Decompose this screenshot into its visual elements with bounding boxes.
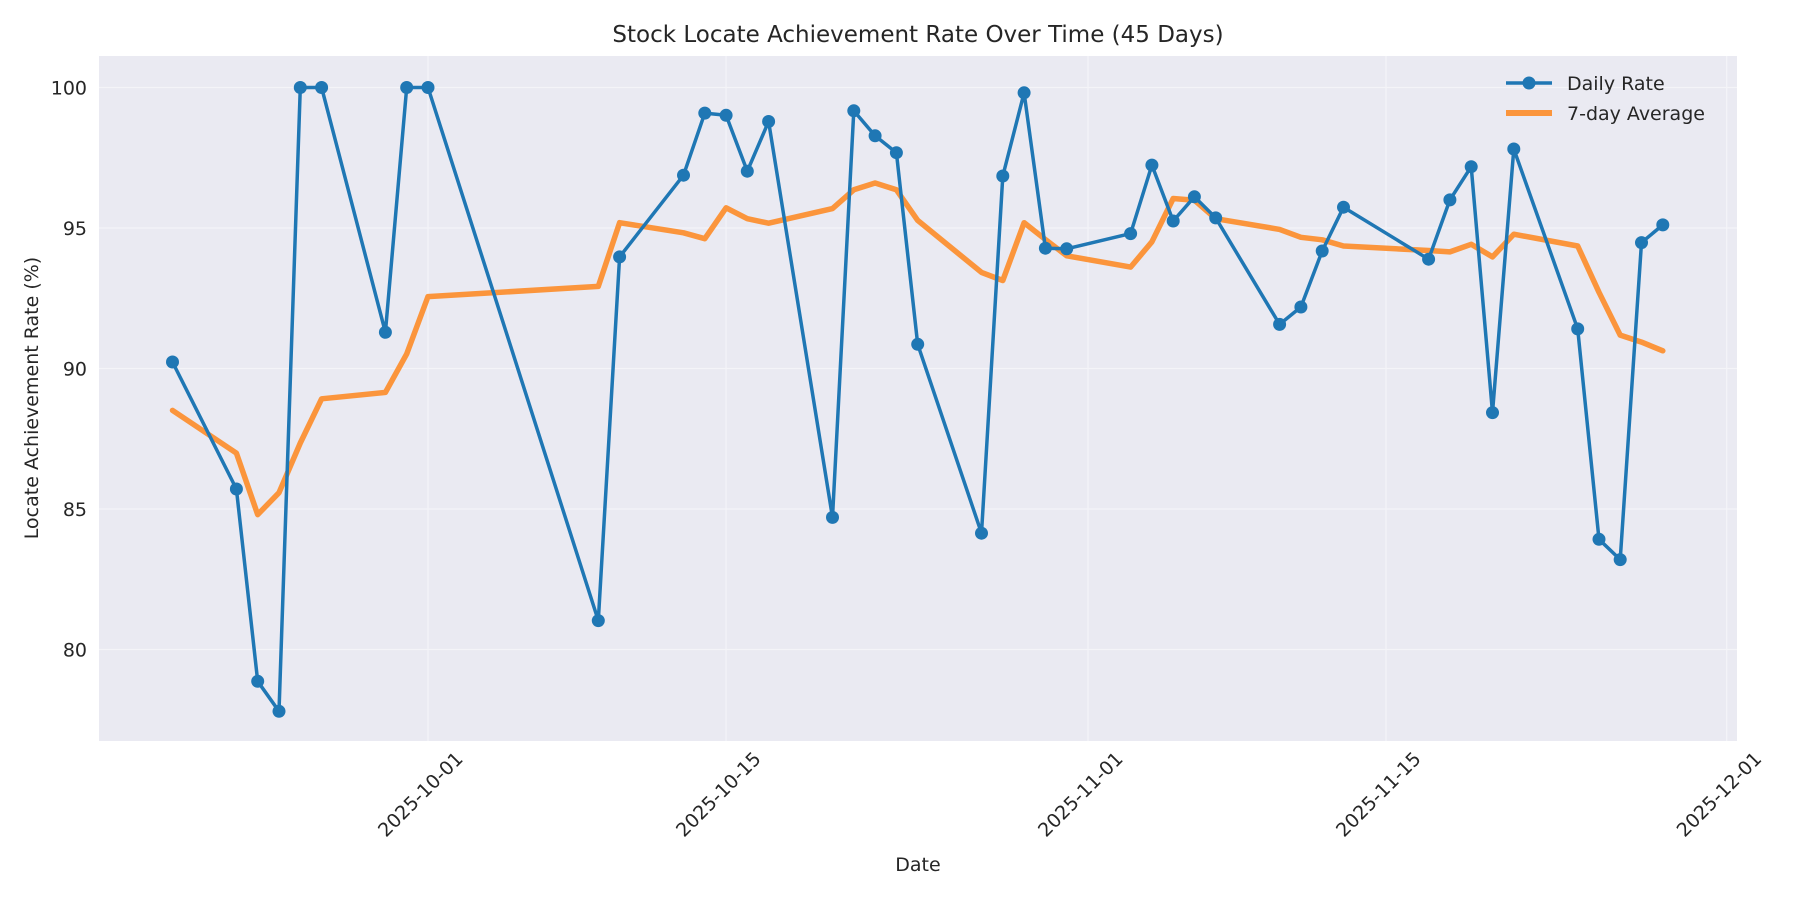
data-point-marker: [1060, 242, 1074, 256]
line-7-day-average: [169, 180, 1666, 518]
data-point-marker: [1592, 532, 1606, 546]
x-tick-label: 2025-11-01: [1034, 748, 1128, 842]
x-tick-label: 2025-10-01: [374, 748, 468, 842]
x-axis-label: Date: [895, 854, 940, 876]
y-tick-label: 100: [51, 78, 87, 100]
data-point-marker: [1187, 190, 1201, 204]
legend-marker-circle-icon: [1522, 76, 1536, 90]
data-point-marker: [911, 337, 925, 351]
data-point-marker: [1294, 300, 1308, 314]
data-point-marker: [826, 510, 839, 524]
data-point-marker: [975, 526, 988, 540]
legend-label-7-day-average: 7-day Average: [1567, 103, 1705, 125]
grid-lines: [99, 56, 1737, 741]
y-tick-label: 90: [63, 359, 87, 381]
data-point-marker: [1315, 244, 1329, 258]
data-point-marker: [698, 106, 712, 120]
legend-label-daily-rate: Daily Rate: [1567, 73, 1665, 95]
data-point-marker: [421, 81, 435, 94]
y-tick-label: 80: [63, 640, 87, 662]
data-point-marker: [1209, 211, 1223, 225]
plot-area: [99, 56, 1737, 741]
data-point-marker: [251, 674, 265, 688]
legend-item-daily-rate: Daily Rate: [1506, 73, 1665, 95]
data-point-marker: [166, 355, 179, 369]
data-point-marker: [1273, 317, 1287, 331]
data-point-marker: [400, 81, 414, 94]
data-point-marker: [293, 81, 307, 94]
x-tick-label: 2025-12-01: [1673, 748, 1767, 842]
data-point-marker: [591, 614, 605, 628]
data-point-marker: [1486, 406, 1499, 420]
x-axis-ticks: 2025-10-01 2025-10-15 2025-11-01 2025-11-15…: [374, 748, 1766, 842]
legend: Daily Rate 7-day Average: [1506, 73, 1705, 125]
data-point-marker: [1337, 200, 1350, 214]
data-point-marker: [229, 482, 243, 496]
chart-title: Stock Locate Achievement Rate Over Time …: [612, 22, 1223, 48]
y-tick-label: 85: [63, 499, 87, 521]
data-point-marker: [1635, 236, 1648, 250]
data-point-marker: [868, 129, 882, 143]
data-point-marker: [996, 169, 1010, 183]
data-point-marker: [1145, 158, 1159, 172]
y-axis-ticks: 80 85 90 95 100: [51, 78, 87, 662]
data-point-marker: [1166, 214, 1180, 228]
data-point-marker: [1038, 241, 1052, 255]
data-point-marker: [1443, 193, 1457, 207]
data-point-marker: [1422, 252, 1436, 266]
data-point-marker: [378, 325, 392, 339]
data-point-marker: [613, 250, 627, 264]
data-point-marker: [272, 704, 286, 718]
data-point-marker: [1656, 218, 1670, 232]
y-axis-label: Locate Achievement Rate (%): [21, 257, 43, 539]
series-daily-rate: [166, 81, 1670, 718]
x-tick-label: 2025-10-15: [672, 748, 766, 842]
data-point-marker: [719, 108, 733, 122]
data-point-marker: [1464, 160, 1478, 174]
data-point-marker: [889, 146, 903, 160]
data-point-marker: [740, 164, 754, 178]
data-point-marker: [1507, 142, 1521, 156]
data-point-marker: [315, 81, 329, 94]
data-point-marker: [1571, 322, 1585, 336]
data-point-marker: [762, 115, 776, 128]
y-tick-label: 95: [63, 218, 87, 240]
data-point-marker: [1017, 86, 1031, 100]
data-point-marker: [1124, 227, 1138, 241]
x-tick-label: 2025-11-15: [1332, 748, 1426, 842]
data-point-marker: [847, 104, 861, 118]
legend-item-7-day-average: 7-day Average: [1506, 103, 1705, 125]
data-point-marker: [1613, 553, 1627, 567]
series-7-day-average: [169, 180, 1666, 518]
data-point-marker: [677, 168, 690, 182]
